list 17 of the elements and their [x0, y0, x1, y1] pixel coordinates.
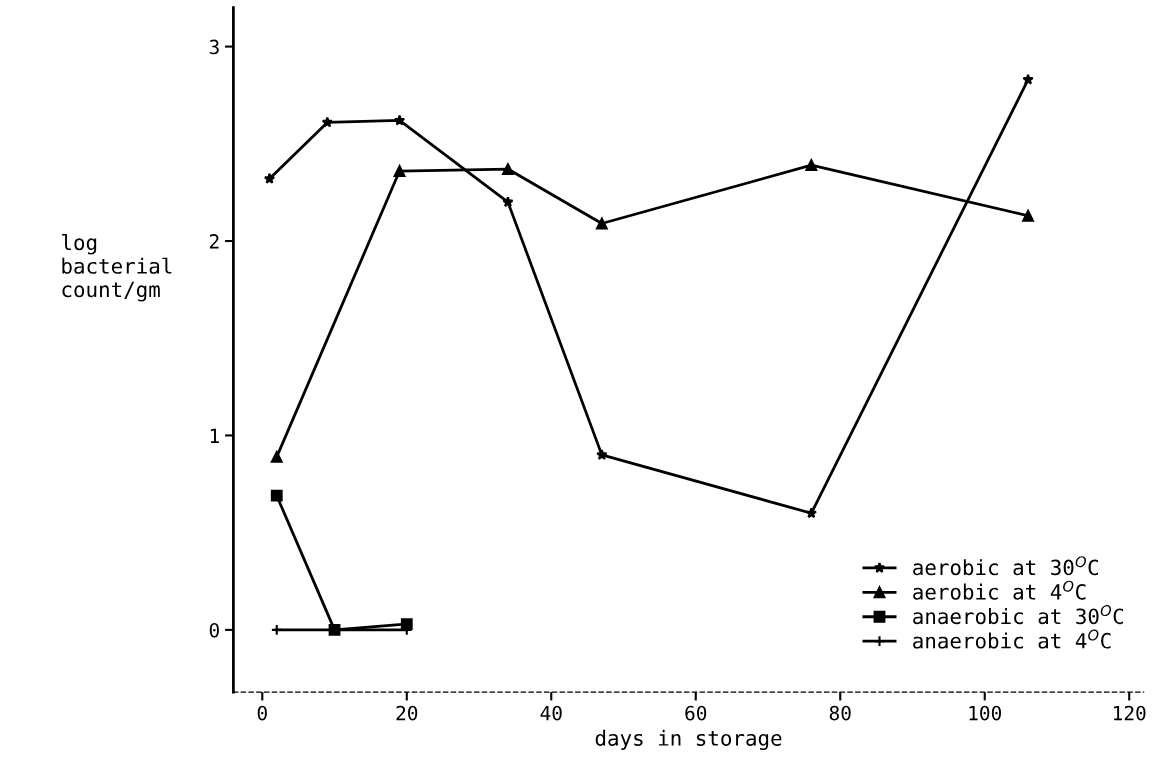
y-tick-label: 2: [209, 234, 219, 249]
x-tick-label: 20: [396, 705, 418, 721]
legend-label: anaerobic at 4$^{O}$C: [913, 629, 1111, 649]
x-tick-label: 60: [685, 705, 707, 721]
legend-label: anaerobic at 30$^{O}$C: [913, 605, 1124, 625]
y-tick-label: 3: [209, 39, 219, 55]
y-tick-label: 0: [209, 622, 219, 638]
x-tick-label: 0: [257, 705, 267, 721]
legend-label: aerobic at 30$^{O}$C: [913, 556, 1098, 576]
x-tick-label: 100: [969, 705, 1002, 721]
y-tick-label: 1: [210, 428, 219, 443]
x-tick-label: 120: [1113, 705, 1146, 721]
x-tick-label: 80: [829, 705, 851, 721]
x-axis-title: days in storage: [595, 729, 782, 751]
y-axis-title: log bacterial count/gm: [62, 234, 172, 302]
legend-label: aerobic at 4$^{O}$C: [913, 580, 1086, 600]
x-tick-label: 40: [540, 705, 562, 721]
